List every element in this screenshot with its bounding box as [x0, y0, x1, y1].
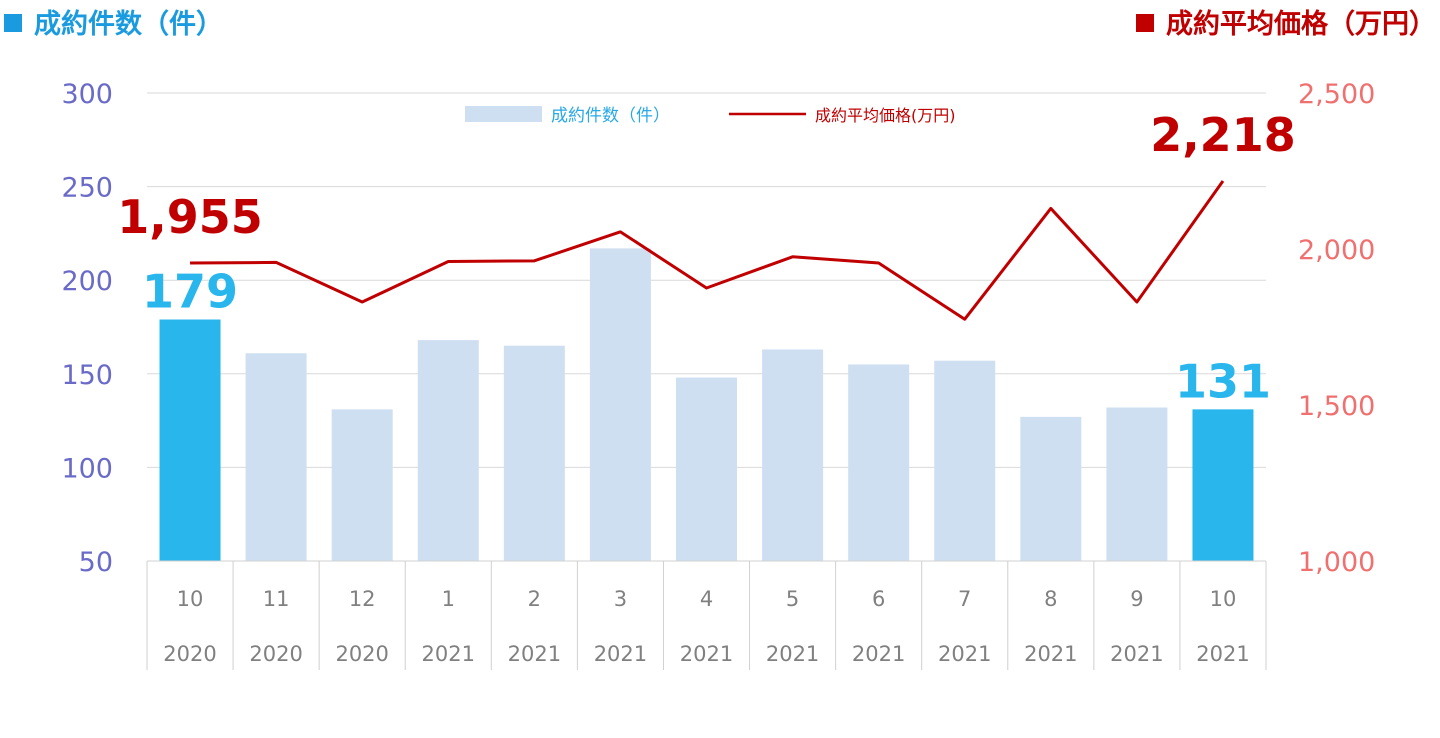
left-axis-title-text: 成約件数（件） [34, 9, 223, 40]
left-axis-tick: 300 [61, 79, 113, 110]
price-line [190, 180, 1225, 321]
right-axis-title-text: 成約平均価格（万円） [1166, 9, 1436, 40]
bar-highlight [1192, 409, 1254, 561]
bar [331, 409, 393, 561]
line-data-label: 2,218 [1150, 108, 1296, 162]
left-axis-tick: 250 [61, 173, 113, 204]
bar [762, 349, 824, 561]
square-red-icon [1136, 14, 1154, 32]
bar-data-label: 179 [142, 265, 238, 319]
bar [503, 345, 565, 561]
bar [245, 353, 307, 561]
x-tick-month: 10 [177, 587, 204, 611]
line-data-label: 1,955 [117, 190, 263, 244]
x-tick-month: 4 [700, 587, 713, 611]
x-tick-month: 9 [1130, 587, 1143, 611]
x-tick-year: 2021 [508, 642, 561, 666]
bar-highlight [159, 319, 221, 561]
left-axis-title: 成約件数（件） [4, 2, 223, 41]
x-tick-month: 3 [614, 587, 627, 611]
x-tick-month: 1 [442, 587, 455, 611]
x-tick-month: 10 [1210, 587, 1237, 611]
x-tick-month: 12 [349, 587, 376, 611]
bar [1106, 407, 1168, 561]
x-tick-month: 7 [958, 587, 971, 611]
right-axis-tick: 2,000 [1298, 235, 1375, 266]
right-axis-title: 成約平均価格（万円） [1136, 2, 1436, 41]
x-tick-year: 2020 [249, 642, 302, 666]
legend-line-label: 成約平均価格(万円) [815, 106, 956, 125]
x-tick-year: 2021 [938, 642, 991, 666]
x-tick-month: 8 [1044, 587, 1057, 611]
x-tick-year: 2021 [680, 642, 733, 666]
legend-bar-swatch [465, 106, 542, 122]
x-tick-month: 5 [786, 587, 799, 611]
x-tick-year: 2020 [335, 642, 388, 666]
right-axis-tick: 1,000 [1298, 547, 1375, 578]
x-tick-year: 2021 [594, 642, 647, 666]
bar [676, 377, 737, 561]
bar [417, 340, 479, 561]
bar [1020, 416, 1082, 561]
left-axis-tick: 100 [61, 453, 113, 484]
bar [934, 360, 996, 561]
bar-data-label: 131 [1175, 354, 1271, 408]
right-axis-tick: 1,500 [1298, 391, 1375, 422]
x-tick-year: 2021 [852, 642, 905, 666]
x-tick-month: 2 [528, 587, 541, 611]
left-axis-tick: 150 [61, 360, 113, 391]
right-axis-tick: 2,500 [1298, 79, 1375, 110]
square-blue-icon [4, 14, 22, 32]
x-tick-year: 2021 [766, 642, 819, 666]
bar [589, 248, 651, 561]
bar [848, 364, 910, 561]
left-axis-tick: 200 [61, 266, 113, 297]
x-tick-year: 2021 [1110, 642, 1163, 666]
x-tick-month: 11 [263, 587, 290, 611]
left-axis-tick: 50 [79, 547, 113, 578]
x-tick-year: 2021 [1196, 642, 1249, 666]
legend-bar-label: 成約件数（件） [551, 106, 670, 126]
x-tick-year: 2021 [1024, 642, 1077, 666]
x-tick-year: 2021 [422, 642, 475, 666]
x-tick-month: 6 [872, 587, 885, 611]
x-tick-year: 2020 [163, 642, 216, 666]
